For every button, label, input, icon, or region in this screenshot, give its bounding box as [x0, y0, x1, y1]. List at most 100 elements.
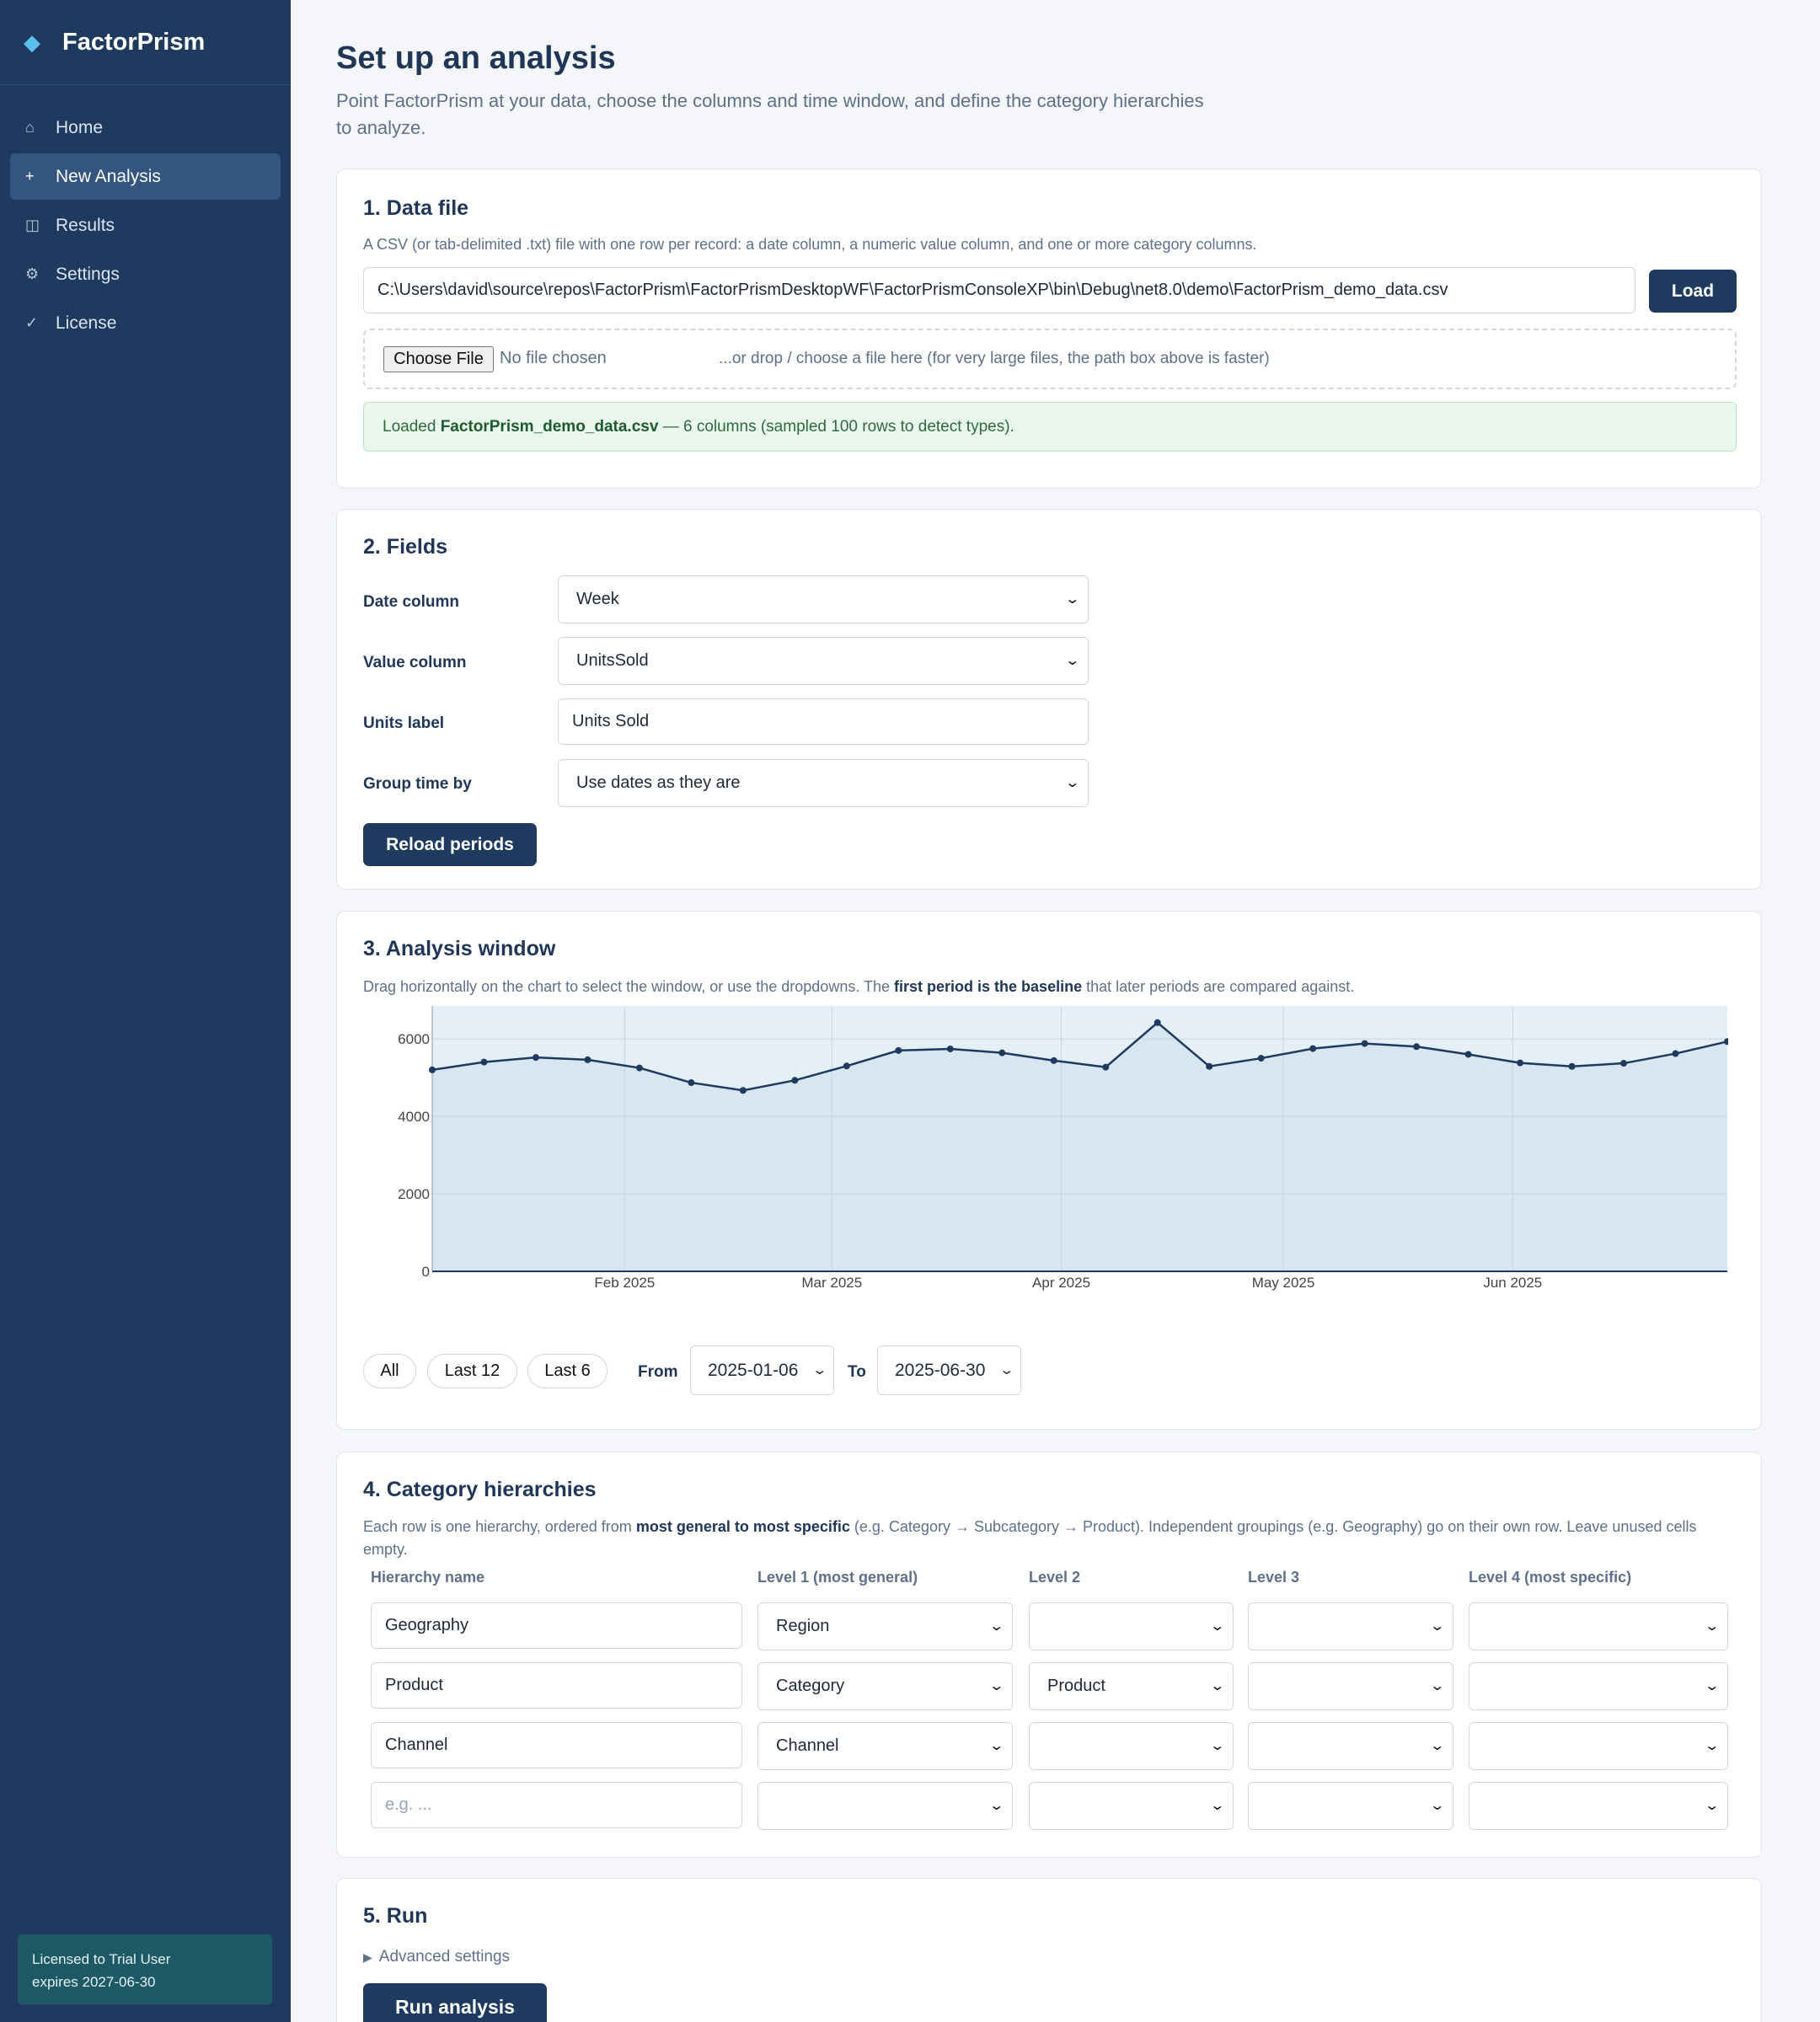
hierarchy-level-3-select[interactable]: ⌄ — [1248, 1602, 1453, 1650]
sidebar-item-new-analysis[interactable]: + New Analysis — [10, 153, 281, 200]
hierarchy-level-4-select[interactable]: ⌄ — [1469, 1722, 1728, 1770]
to-date-select[interactable]: 2025-06-30 ⌄ — [877, 1345, 1021, 1395]
selected-value: Product — [1047, 1677, 1105, 1695]
selected-value: Channel — [776, 1736, 839, 1755]
sidebar-item-home[interactable]: ⌂ Home — [10, 104, 281, 151]
hierarchy-level-2-select[interactable]: ⌄ — [1029, 1722, 1234, 1770]
section-title: 1. Data file — [363, 196, 469, 220]
hierarchy-level-3-select[interactable]: ⌄ — [1248, 1662, 1453, 1710]
license-expiry: expires 2027-06-30 — [32, 1974, 156, 1990]
choose-file-button[interactable]: Choose File — [383, 346, 494, 372]
data-point — [1361, 1040, 1368, 1047]
file-path-input[interactable]: C:\Users\david\source\repos\FactorPrism\… — [363, 267, 1635, 313]
x-tick-label: Jun 2025 — [1483, 1275, 1542, 1291]
units-label-input[interactable]: Units Sold — [558, 698, 1089, 745]
sidebar: ◆ FactorPrism ⌂ Home + New Analysis ◫ Re… — [0, 0, 291, 2022]
sidebar-item-license[interactable]: ✓ License — [10, 300, 281, 346]
section-title: 3. Analysis window — [363, 937, 556, 960]
column-header-level-4: Level 4 (most specific) — [1469, 1569, 1632, 1586]
brand[interactable]: ◆ FactorPrism — [0, 0, 291, 85]
chevron-down-icon: ⌄ — [988, 1679, 1004, 1693]
hierarchy-name-input[interactable]: Product — [371, 1662, 742, 1709]
x-tick-label: Apr 2025 — [1032, 1275, 1090, 1291]
analysis-window-card: 3. Analysis window Drag horizontally on … — [336, 911, 1762, 1430]
chevron-down-icon: ⌄ — [1428, 1679, 1445, 1693]
category-hierarchies-card: 4. Category hierarchies Each row is one … — [336, 1452, 1762, 1858]
chevron-down-icon: ⌄ — [1428, 1739, 1445, 1753]
data-file-card: 1. Data file A CSV (or tab-delimited .tx… — [336, 168, 1762, 489]
hierarchy-level-2-select[interactable]: ⌄ — [1029, 1602, 1234, 1650]
from-date-select[interactable]: 2025-01-06 ⌄ — [690, 1345, 834, 1395]
hierarchy-level-1-select[interactable]: Channel ⌄ — [757, 1722, 1013, 1770]
hierarchy-level-3-select[interactable]: ⌄ — [1248, 1782, 1453, 1830]
data-point — [1413, 1043, 1421, 1051]
section-help: Drag horizontally on the chart to select… — [363, 976, 1354, 998]
sidebar-item-settings[interactable]: ⚙ Settings — [10, 251, 281, 297]
hierarchy-level-4-select[interactable]: ⌄ — [1469, 1782, 1728, 1830]
app-name: FactorPrism — [62, 28, 206, 56]
data-point — [688, 1079, 695, 1087]
hierarchy-level-4-select[interactable]: ⌄ — [1469, 1662, 1728, 1710]
diamond-logo-icon: ◆ — [24, 29, 40, 55]
data-point — [584, 1056, 592, 1063]
data-point — [1724, 1038, 1728, 1046]
load-button[interactable]: Load — [1649, 270, 1737, 313]
file-dropzone[interactable]: Choose File No file chosen ...or drop / … — [363, 329, 1737, 389]
chevron-down-icon: ⌄ — [1703, 1739, 1720, 1753]
sidebar-item-results[interactable]: ◫ Results — [10, 202, 281, 249]
hierarchy-level-2-select[interactable]: ⌄ — [1029, 1782, 1234, 1830]
column-header-level-3: Level 3 — [1248, 1569, 1300, 1586]
column-header-level-2: Level 2 — [1029, 1569, 1081, 1586]
group-time-select[interactable]: Use dates as they are ⌄ — [558, 759, 1089, 807]
date-column-select[interactable]: Week ⌄ — [558, 575, 1089, 623]
sidebar-item-label: Home — [56, 117, 104, 137]
range-last-6-button[interactable]: Last 6 — [527, 1354, 608, 1388]
to-label: To — [848, 1363, 866, 1381]
hierarchy-level-1-select[interactable]: ⌄ — [757, 1782, 1013, 1830]
hierarchy-level-2-select[interactable]: Product ⌄ — [1029, 1662, 1234, 1710]
data-point — [1517, 1059, 1524, 1067]
value-column-select[interactable]: UnitsSold ⌄ — [558, 637, 1089, 685]
hierarchy-level-1-select[interactable]: Category ⌄ — [757, 1662, 1013, 1710]
selected-value: Week — [576, 590, 619, 608]
y-tick-label: 2000 — [398, 1186, 430, 1202]
hierarchy-name-input[interactable]: e.g. ... — [371, 1782, 742, 1828]
time-series-chart[interactable]: 0 2000 4000 6000 Feb 2025 Mar 2025 Apr 2025 May… — [363, 1006, 1728, 1301]
run-analysis-button[interactable]: Run analysis — [363, 1983, 547, 2022]
data-point — [998, 1049, 1006, 1056]
units-label-label: Units label — [363, 714, 445, 732]
range-all-button[interactable]: All — [363, 1354, 416, 1388]
data-point — [739, 1087, 747, 1094]
status-filename: FactorPrism_demo_data.csv — [440, 418, 659, 436]
page-title: Set up an analysis — [336, 40, 616, 76]
run-card: 5. Run ▶ Advanced settings Run analysis — [336, 1878, 1762, 2022]
from-label: From — [638, 1363, 678, 1381]
gear-icon: ⚙ — [25, 265, 40, 282]
advanced-settings-toggle[interactable]: ▶ Advanced settings — [363, 1948, 510, 1966]
data-point — [791, 1077, 799, 1084]
reload-periods-button[interactable]: Reload periods — [363, 823, 537, 866]
selected-value: 2025-01-06 — [708, 1361, 799, 1380]
help-emphasis: first period is the baseline — [894, 978, 1083, 995]
hierarchy-level-1-select[interactable]: Region ⌄ — [757, 1602, 1013, 1650]
selected-value: 2025-06-30 — [895, 1361, 986, 1380]
data-point — [895, 1046, 902, 1054]
range-last-12-button[interactable]: Last 12 — [427, 1354, 517, 1388]
hierarchy-name-input[interactable]: Geography — [371, 1602, 742, 1649]
data-point — [1620, 1060, 1628, 1067]
help-text: that later periods are compared against. — [1082, 978, 1355, 995]
selected-value: Use dates as they are — [576, 773, 741, 792]
data-point — [1257, 1055, 1265, 1062]
data-point — [532, 1054, 539, 1062]
hierarchy-name-input[interactable]: Channel — [371, 1722, 742, 1768]
section-help: A CSV (or tab-delimited .txt) file with … — [363, 236, 1257, 253]
help-text: Drag horizontally on the chart to select… — [363, 978, 895, 995]
data-point — [1050, 1056, 1057, 1064]
hierarchy-level-4-select[interactable]: ⌄ — [1469, 1602, 1728, 1650]
status-suffix: — 6 columns (sampled 100 rows to detect … — [658, 418, 1014, 436]
hierarchy-level-3-select[interactable]: ⌄ — [1248, 1722, 1453, 1770]
sidebar-item-label: License — [56, 313, 117, 333]
chevron-down-icon: ⌄ — [811, 1363, 827, 1377]
chevron-down-icon: ⌄ — [1703, 1799, 1720, 1813]
help-text: Each row is one hierarchy, ordered from — [363, 1518, 636, 1535]
